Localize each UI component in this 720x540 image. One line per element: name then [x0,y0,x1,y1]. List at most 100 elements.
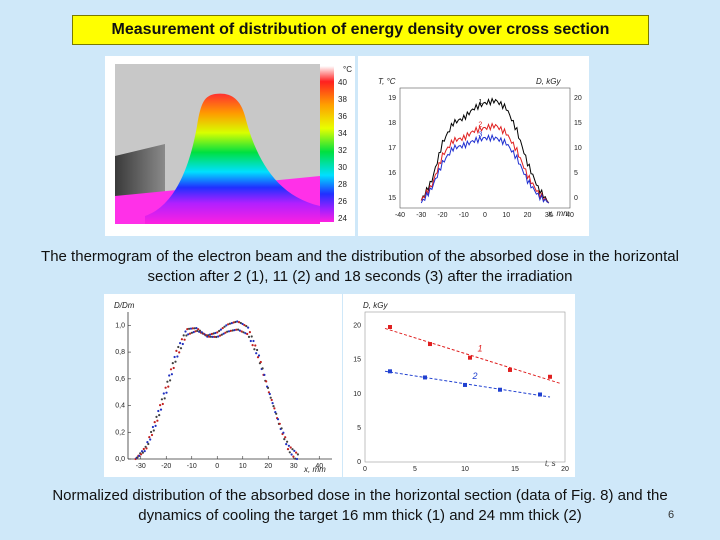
norm-point [171,362,174,365]
colorbar-tick-label: 34 [338,129,347,138]
norm-point [237,321,241,324]
norm-point [243,324,246,327]
norm-point [284,436,287,439]
norm-point [231,329,234,332]
cool-series-label-2: 2 [471,371,477,381]
norm-y-tick: 0,2 [115,429,125,436]
norm-point [225,324,228,327]
norm-point [283,438,286,441]
norm-point [250,335,253,338]
temperature-chart: T, °C D, kGy x, mm -40 -30 -20 -10 0 10 20 30 40… [378,77,582,219]
norm-point [224,331,227,334]
temp-series-2 [420,122,550,204]
norm-point [226,330,229,333]
norm-point [150,433,154,437]
norm-point [152,429,155,432]
norm-point [178,351,181,354]
cool-y-tick: 15 [353,357,361,364]
norm-point [164,386,167,389]
norm-point [282,431,285,434]
norm-xlabel: x, mm [303,465,326,474]
norm-point [181,342,184,346]
slide-title: Measurement of distribution of energy de… [111,21,610,38]
norm-point [158,414,161,417]
norm-point [195,327,198,330]
cool-y-tick: 10 [353,391,361,398]
norm-point [175,349,178,352]
norm-point [169,379,172,382]
colorbar-tick-label: 26 [338,197,347,206]
cool-point-1 [388,325,392,329]
temp-y-tick: 18 [388,120,396,127]
norm-point [196,329,199,332]
norm-point [244,332,247,335]
cool-y-tick: 0 [357,459,361,466]
temp-x-tick: 0 [483,212,487,219]
cooling-chart: D, kGy t, s 0 5 10 15 20 0 5 10 15 20 1 2 [353,301,569,473]
norm-point [157,409,160,413]
page-number: 6 [668,509,675,521]
norm-point [248,331,251,334]
temp-x-tick: -20 [437,212,447,219]
norm-point [275,412,278,415]
norm-point [169,368,173,371]
temp-y-tick: 16 [388,170,396,177]
colorbar [320,66,334,222]
norm-y-tick: 0,6 [115,376,125,383]
norm-point [160,398,163,401]
norm-point [233,329,236,332]
norm-point [296,453,299,456]
norm-point [153,421,156,424]
norm-point [271,402,274,405]
temp-series-label-3: 3 [478,132,482,139]
norm-point [253,348,256,351]
norm-point [197,328,200,331]
norm-point [246,332,249,336]
temp-y-tick-right: 10 [574,145,582,152]
norm-point [149,438,152,441]
normalized-panel: D/Dm x, mm 0,0 0,2 0,4 0,6 0,8 1,0 -30 -20 -10 0 1… [104,294,342,477]
title-box: Measurement of distribution of energy de… [72,15,649,45]
norm-y-tick: 0,4 [115,403,125,410]
norm-point [180,338,183,341]
norm-point [291,448,294,451]
norm-point [142,447,145,451]
norm-point [288,451,291,454]
cool-series-label-1: 1 [477,344,482,354]
norm-point [176,355,179,358]
colorbar-unit: °C [343,65,352,74]
norm-y-tick: 0,8 [115,349,125,356]
cooling-panel: D, kGy t, s 0 5 10 15 20 0 5 10 15 20 1 2 [343,294,575,477]
norm-point [247,335,251,338]
norm-point [235,328,238,331]
norm-point [220,333,223,336]
temperature-panel: T, °C D, kGy x, mm -40 -30 -20 -10 0 10 20 30 40… [358,56,589,236]
norm-point [167,385,170,388]
norm-point [188,332,192,335]
norm-point [150,430,153,434]
temp-x-tick: 30 [545,212,553,219]
norm-point [234,320,237,324]
norm-point [255,352,258,355]
temp-x-tick: -10 [459,212,469,219]
norm-point [184,330,187,333]
norm-point [208,333,212,336]
norm-point [187,333,190,336]
norm-point [136,456,139,459]
temp-x-tick: -30 [416,212,426,219]
norm-point [278,422,281,425]
norm-point [193,327,196,330]
temp-y-tick-right: 0 [574,195,578,202]
norm-point [159,404,162,407]
cool-x-tick: 0 [363,466,367,473]
norm-point [256,356,260,359]
norm-point [186,328,189,331]
norm-point [215,335,218,339]
cool-y-tick: 20 [353,323,361,330]
norm-point [162,392,165,395]
temp-y-tick: 19 [388,95,396,102]
temp-ylabel-right: D, kGy [536,77,561,86]
cool-ylabel: D, kGy [363,301,388,310]
temp-x-tick: 10 [502,212,510,219]
norm-point [254,344,257,347]
